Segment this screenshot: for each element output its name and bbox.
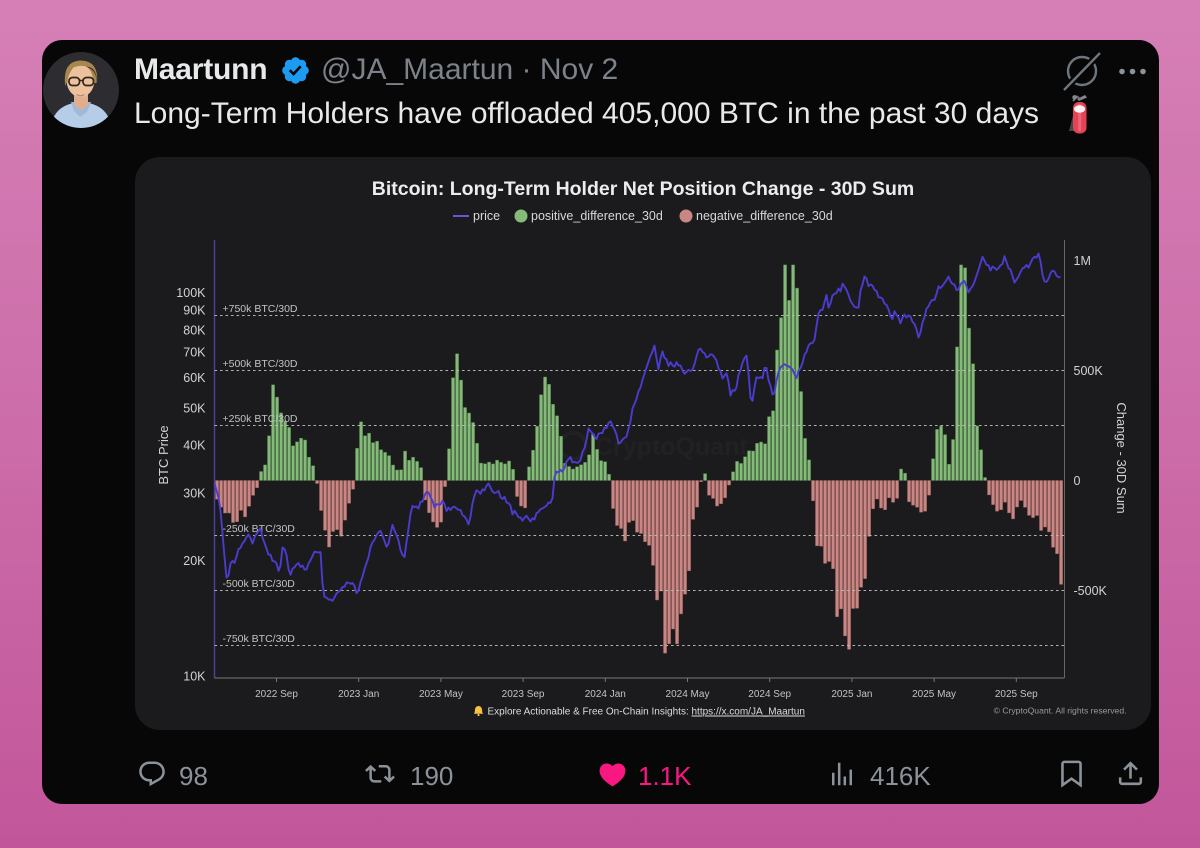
svg-text:-750k BTC/30D: -750k BTC/30D bbox=[222, 633, 295, 645]
svg-text:80K: 80K bbox=[183, 323, 206, 337]
svg-text:20K: 20K bbox=[183, 554, 206, 568]
svg-text:-500K: -500K bbox=[1073, 584, 1107, 598]
svg-text:2022 Sep: 2022 Sep bbox=[255, 689, 298, 700]
svg-text:40K: 40K bbox=[183, 439, 206, 453]
svg-text:Change - 30D Sum: Change - 30D Sum bbox=[1114, 402, 1129, 513]
svg-text:50K: 50K bbox=[183, 402, 206, 416]
svg-text:2023 May: 2023 May bbox=[418, 689, 462, 700]
svg-text:2024 Jan: 2024 Jan bbox=[584, 689, 625, 700]
svg-text:2024 Sep: 2024 Sep bbox=[748, 689, 791, 700]
svg-text:2023 Jan: 2023 Jan bbox=[338, 689, 379, 700]
svg-text:2025 Sep: 2025 Sep bbox=[994, 689, 1037, 700]
svg-text:positive_difference_30d: positive_difference_30d bbox=[531, 209, 663, 223]
svg-text:60K: 60K bbox=[183, 371, 206, 385]
svg-text:-500k BTC/30D: -500k BTC/30D bbox=[222, 578, 295, 590]
svg-text:70K: 70K bbox=[183, 346, 206, 360]
svg-text:negative_difference_30d: negative_difference_30d bbox=[696, 209, 833, 223]
svg-text:Bitcoin: Long-Term Holder Net: Bitcoin: Long-Term Holder Net Position C… bbox=[371, 178, 913, 200]
svg-text:© CryptoQuant. All rights rese: © CryptoQuant. All rights reserved. bbox=[993, 706, 1126, 716]
svg-text:Explore Actionable & Free On-C: Explore Actionable & Free On-Chain Insig… bbox=[487, 707, 804, 718]
svg-text:1M: 1M bbox=[1073, 254, 1090, 268]
svg-text:10K: 10K bbox=[183, 670, 206, 684]
svg-text:+250k BTC/30D: +250k BTC/30D bbox=[222, 413, 297, 425]
svg-text:2023 Sep: 2023 Sep bbox=[501, 689, 544, 700]
svg-text:0: 0 bbox=[1073, 474, 1080, 488]
svg-text:2025 Jan: 2025 Jan bbox=[831, 689, 872, 700]
svg-text:+500k BTC/30D: +500k BTC/30D bbox=[222, 358, 297, 370]
svg-text:BTC Price: BTC Price bbox=[156, 425, 171, 484]
svg-text:500K: 500K bbox=[1073, 364, 1103, 378]
svg-text:90K: 90K bbox=[183, 304, 206, 318]
svg-text:2024 May: 2024 May bbox=[665, 689, 709, 700]
svg-text:2025 May: 2025 May bbox=[912, 689, 956, 700]
svg-text:30K: 30K bbox=[183, 487, 206, 501]
svg-text:+750k BTC/30D: +750k BTC/30D bbox=[222, 303, 297, 315]
svg-text:100K: 100K bbox=[176, 286, 206, 300]
svg-text:price: price bbox=[473, 209, 500, 223]
